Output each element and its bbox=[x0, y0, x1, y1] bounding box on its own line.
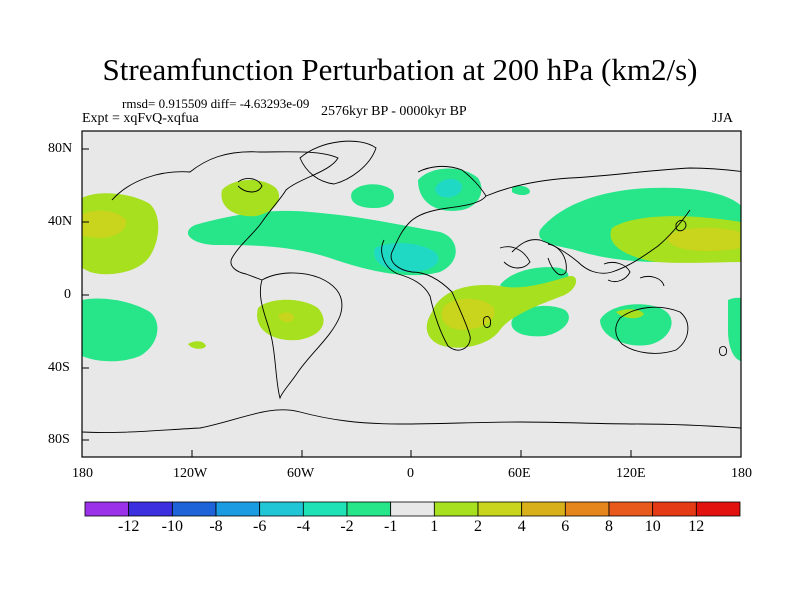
contour-southern-africa-core bbox=[441, 298, 495, 330]
colorbar-tick-label: -1 bbox=[384, 518, 398, 535]
coastlines bbox=[82, 140, 741, 433]
coast-new-zealand bbox=[719, 345, 727, 357]
coast-hudson-bay bbox=[237, 178, 263, 193]
chart-title: Streamfunction Perturbation at 200 hPa (… bbox=[102, 52, 698, 87]
stats-text: rmsd= 0.915509 diff= -4.63293e-09 bbox=[122, 96, 310, 111]
coast-southeast-asia bbox=[603, 261, 665, 287]
colorbar-swatch bbox=[215, 501, 261, 517]
contour-north-pacific-core bbox=[82, 210, 127, 238]
x-tick-label: 60W bbox=[287, 466, 315, 481]
colorbar bbox=[84, 501, 741, 517]
y-tick-label: 40N bbox=[48, 214, 73, 229]
period-label: 2576kyr BP - 0000kyr BP bbox=[321, 104, 467, 119]
colorbar-tick-label: 2 bbox=[474, 518, 482, 535]
coast-arabia-india bbox=[499, 243, 567, 276]
colorbar-swatch bbox=[171, 501, 217, 517]
season-label: JJA bbox=[712, 111, 734, 126]
colorbar-tick-label: -12 bbox=[118, 518, 140, 535]
x-tick-label: 0 bbox=[407, 466, 414, 481]
colorbar-swatch bbox=[608, 501, 654, 517]
experiment-label: Expt = xqFvQ-xqfua bbox=[82, 111, 199, 126]
colorbar-swatch bbox=[302, 501, 348, 517]
colorbar-tick-label: -6 bbox=[253, 518, 267, 535]
colorbar-swatch bbox=[521, 501, 566, 517]
contour-east-pacific-edge bbox=[728, 297, 741, 362]
colorbar-swatch bbox=[390, 501, 435, 517]
coast-australia bbox=[615, 306, 689, 354]
colorbar-tick-label: -10 bbox=[161, 518, 183, 535]
colorbar-tick-label: -4 bbox=[296, 518, 310, 535]
colorbar-swatch bbox=[84, 501, 130, 517]
colorbar-tick-label: 1 bbox=[430, 518, 439, 535]
colorbar-swatch bbox=[477, 501, 523, 517]
contour-west-pacific-inner bbox=[667, 227, 740, 251]
x-tick-label: 120W bbox=[173, 466, 208, 481]
y-tick-label: 0 bbox=[64, 287, 71, 302]
y-tick-label: 80N bbox=[48, 141, 73, 156]
contour-mid-atlantic-cell bbox=[351, 184, 394, 208]
colorbar-tick-label: -8 bbox=[209, 518, 223, 535]
coast-japan bbox=[675, 219, 687, 232]
x-tick-label: 60E bbox=[508, 466, 531, 481]
coast-north-america bbox=[111, 151, 339, 281]
colorbar-swatch bbox=[128, 501, 173, 517]
contour-fields bbox=[82, 168, 741, 362]
contour-south-america-core bbox=[278, 312, 294, 323]
y-tick-label: 80S bbox=[48, 432, 70, 447]
coast-asia bbox=[485, 167, 741, 274]
plot-background bbox=[82, 131, 741, 457]
contour-small-atlantic bbox=[512, 185, 530, 195]
axis-ticks bbox=[81, 148, 742, 457]
colorbar-tick-label: 8 bbox=[605, 518, 613, 535]
coast-south-america bbox=[259, 272, 343, 400]
contour-australia-cell bbox=[600, 304, 672, 346]
contour-south-indian-cell bbox=[511, 305, 569, 337]
colorbar-swatch bbox=[695, 501, 741, 517]
colorbar-swatch bbox=[652, 501, 697, 517]
colorbar-tick-label: -2 bbox=[340, 518, 354, 535]
coast-madagascar bbox=[483, 315, 491, 329]
coast-greenland bbox=[299, 140, 377, 185]
contour-europe-core bbox=[435, 178, 462, 198]
coast-antarctica bbox=[82, 409, 741, 433]
x-tick-label: 180 bbox=[72, 466, 93, 481]
colorbar-swatch bbox=[259, 501, 304, 517]
x-tick-label: 120E bbox=[616, 466, 646, 481]
colorbar-tick-label: 4 bbox=[517, 518, 526, 535]
contour-atlantic-core bbox=[374, 243, 439, 272]
colorbar-tick-label: 12 bbox=[688, 518, 705, 535]
colorbar-tick-label: 6 bbox=[561, 518, 570, 535]
colorbar-swatch bbox=[346, 501, 392, 517]
contour-south-pacific-small bbox=[188, 341, 206, 349]
colorbar-swatch bbox=[433, 501, 479, 517]
x-tick-label: 180 bbox=[731, 466, 752, 481]
contour-north-america-cell bbox=[221, 179, 280, 217]
y-tick-label: 40S bbox=[48, 360, 70, 375]
colorbar-swatch bbox=[564, 501, 610, 517]
colorbar-tick-label: 10 bbox=[644, 518, 661, 535]
contour-south-pacific-cell bbox=[82, 298, 158, 362]
